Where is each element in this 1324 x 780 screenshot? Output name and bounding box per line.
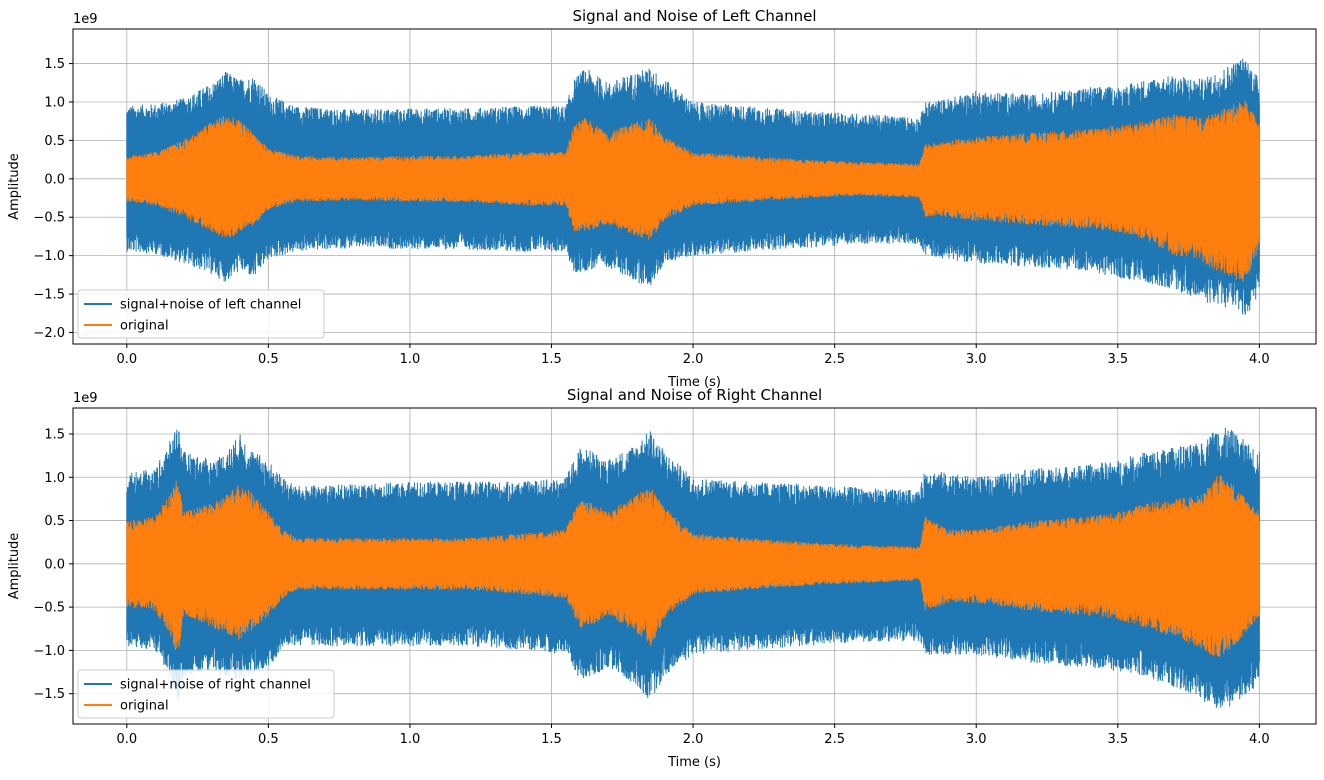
legend-box [77,289,325,339]
x-tick-label: 4.0 [1249,352,1270,367]
y-axis-scale-label: 1e9 [73,391,98,406]
x-tick-label: 3.0 [966,732,987,747]
x-axis-ticks: 0.0 0.5 1.0 1.5 2.0 2.5 3.0 3.5 4.0 [116,344,1270,367]
y-tick-label: −1.5 [33,288,65,303]
x-axis-ticks: 0.0 0.5 1.0 1.5 2.0 2.5 3.0 3.5 4.0 [116,724,1270,747]
y-tick-label: 0.5 [44,134,65,149]
y-tick-label: −1.0 [33,644,65,659]
chart-title: Signal and Noise of Right Channel [567,386,822,404]
x-tick-label: 1.0 [400,732,421,747]
series-original [126,475,1260,658]
legend-label-original: original [120,319,169,334]
legend-label-signal-noise: signal+noise of left channel [120,298,301,313]
plot-area [126,427,1260,708]
y-tick-label: 0.0 [44,172,65,187]
legend-label-signal-noise: signal+noise of right channel [120,678,311,693]
x-tick-label: 3.0 [966,352,987,367]
y-axis-label: Amplitude [7,533,22,600]
y-axis-label: Amplitude [7,153,22,220]
chart-title: Signal and Noise of Left Channel [572,7,816,25]
legend: signal+noise of left channel original [77,289,325,339]
y-tick-label: 1.0 [44,95,65,110]
x-tick-label: 3.5 [1107,732,1128,747]
legend-box [77,669,335,719]
legend: signal+noise of right channel original [77,669,335,719]
x-tick-label: 2.5 [824,352,845,367]
y-tick-label: 1.5 [44,427,65,442]
x-tick-label: 0.0 [116,352,137,367]
axes-frame [72,407,1317,725]
y-axis-ticks: −2.0 −1.5 −1.0 −0.5 0.0 0.5 1.0 1.5 [33,57,73,341]
y-tick-label: −0.5 [33,211,65,226]
left-channel-chart: 0.0 0.5 1.0 1.5 2.0 2.5 3.0 3.5 4.0 −2.0 −1.5 −1.0… [7,7,1317,390]
x-axis-label: Time (s) [667,375,721,390]
y-tick-label: −2.0 [33,326,65,341]
x-tick-label: 4.0 [1249,732,1270,747]
x-tick-label: 2.5 [824,732,845,747]
x-tick-label: 0.5 [258,732,279,747]
y-axis-ticks: −1.5 −1.0 −0.5 0.0 0.5 1.0 1.5 [33,427,73,702]
series-original [126,100,1260,282]
x-tick-label: 1.5 [541,352,562,367]
x-tick-label: 3.5 [1107,352,1128,367]
x-tick-label: 0.0 [116,732,137,747]
axes-frame [72,28,1317,345]
y-tick-label: −1.0 [33,249,65,264]
y-tick-label: −0.5 [33,601,65,616]
x-tick-label: 2.0 [683,352,704,367]
x-tick-label: 2.0 [683,732,704,747]
x-axis-label: Time (s) [667,755,721,770]
y-axis-scale-label: 1e9 [73,12,98,27]
y-tick-label: 1.0 [44,471,65,486]
y-tick-label: 0.0 [44,557,65,572]
x-tick-label: 1.5 [541,732,562,747]
y-tick-label: 1.5 [44,57,65,72]
y-tick-label: −1.5 [33,687,65,702]
legend-label-original: original [120,699,169,714]
plot-area [126,58,1260,315]
x-tick-label: 1.0 [400,352,421,367]
right-channel-chart: 0.0 0.5 1.0 1.5 2.0 2.5 3.0 3.5 4.0 −1.5 −1.0 −0.5… [7,386,1317,770]
x-tick-label: 0.5 [258,352,279,367]
y-tick-label: 0.5 [44,514,65,529]
